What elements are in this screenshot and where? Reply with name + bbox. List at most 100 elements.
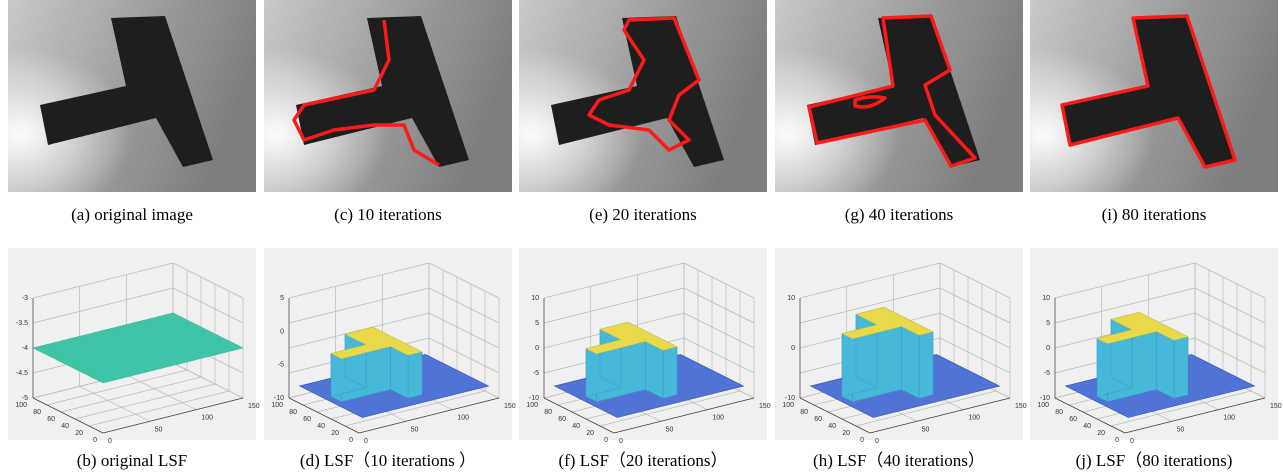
figure: (a) original image (c) 10 iterations (e) 2… [0,0,1283,475]
y-tick-label: 60 [1069,416,1077,423]
x-tick-label: 50 [1177,426,1185,433]
caption: (a) original image [71,205,193,224]
x-tick-label: 100 [201,415,213,422]
y-tick-label: 0 [604,437,608,444]
z-tick-label: -10 [529,395,539,402]
y-tick-label: 40 [828,423,836,430]
z-tick-label: -3 [22,295,28,302]
surface-side [408,352,422,399]
caption: (f) LSF（20 iterations） [558,451,727,470]
y-tick-label: 100 [271,402,283,409]
z-tick-label: -5 [22,395,28,402]
panel [8,0,256,192]
panel [519,0,767,192]
surface-side [663,347,677,399]
surface-side [919,332,933,399]
surface-side [646,342,664,399]
y-tick-label: 100 [15,402,27,409]
y-tick-label: 40 [317,423,325,430]
x-tick-label: 0 [619,438,623,445]
x-tick-label: 50 [922,426,930,433]
z-tick-label: -4 [22,345,28,352]
y-tick-label: 20 [586,430,594,437]
surface-side [1111,319,1132,388]
y-tick-label: 40 [1083,423,1091,430]
z-tick-label: -5 [1044,370,1050,377]
x-tick-label: 150 [1015,403,1027,410]
y-tick-label: 20 [842,430,850,437]
y-tick-label: 20 [331,430,339,437]
panel [264,0,512,192]
z-tick-label: 5 [535,320,539,327]
caption: (c) 10 iterations [334,205,442,224]
z-tick-label: 5 [1046,320,1050,327]
y-tick-label: 100 [782,402,794,409]
z-tick-label: -5 [533,370,539,377]
z-tick-label: 0 [791,345,795,352]
z-tick-label: -10 [274,395,284,402]
panel [1030,0,1278,192]
surface-side [391,347,409,399]
caption: (d) LSF（10 iterations ） [300,451,476,470]
surface-side [856,314,877,388]
x-tick-label: 50 [666,426,674,433]
caption: (i) 80 iterations [1102,205,1207,224]
x-tick-label: 150 [759,403,771,410]
z-tick-label: -10 [785,395,795,402]
y-tick-label: 40 [572,423,580,430]
z-tick-label: -4.5 [16,370,28,377]
y-tick-label: 100 [1037,402,1049,409]
caption: (h) LSF（40 iterations） [813,451,985,470]
x-tick-label: 150 [248,403,260,410]
x-tick-label: 100 [712,415,724,422]
z-tick-label: -5 [278,362,284,369]
y-tick-label: 100 [526,402,538,409]
y-tick-label: 60 [814,416,822,423]
z-tick-label: -3.5 [16,320,28,327]
y-tick-label: 0 [93,437,97,444]
surface-side [1157,332,1175,399]
x-tick-label: 50 [411,426,419,433]
x-tick-label: 100 [968,415,980,422]
x-tick-label: 0 [364,438,368,445]
z-tick-label: 5 [280,295,284,302]
z-tick-label: 10 [1042,295,1050,302]
y-tick-label: 80 [1055,409,1063,416]
x-tick-label: 100 [1223,415,1235,422]
surface-side [1174,337,1188,399]
z-tick-label: 0 [535,345,539,352]
z-tick-label: 0 [1046,345,1050,352]
x-tick-label: 150 [504,403,516,410]
y-tick-label: 60 [47,416,55,423]
surface-side [902,327,920,399]
z-tick-label: 10 [531,295,539,302]
x-tick-label: 150 [1270,403,1282,410]
z-tick-label: 10 [787,295,795,302]
y-tick-label: 20 [1097,430,1105,437]
y-tick-label: 40 [61,423,69,430]
y-tick-label: 80 [544,409,552,416]
y-tick-label: 80 [33,409,41,416]
y-tick-label: 0 [1115,437,1119,444]
x-tick-label: 50 [155,426,163,433]
plot: 1050-5-10100806040200050100150 [1030,248,1282,445]
caption: (e) 20 iterations [589,205,697,224]
x-tick-label: 0 [875,438,879,445]
caption: (b) original LSF [77,451,188,470]
y-tick-label: 20 [75,430,83,437]
y-tick-label: 60 [303,416,311,423]
y-tick-label: 80 [289,409,297,416]
y-tick-label: 60 [558,416,566,423]
z-tick-label: -10 [1040,395,1050,402]
x-tick-label: 0 [1130,438,1134,445]
caption: (j) LSF（80 iterations) [1076,451,1233,470]
panel [775,0,1023,192]
y-tick-label: 0 [349,437,353,444]
y-tick-label: 0 [860,437,864,444]
y-tick-label: 80 [800,409,808,416]
x-tick-label: 0 [108,438,112,445]
